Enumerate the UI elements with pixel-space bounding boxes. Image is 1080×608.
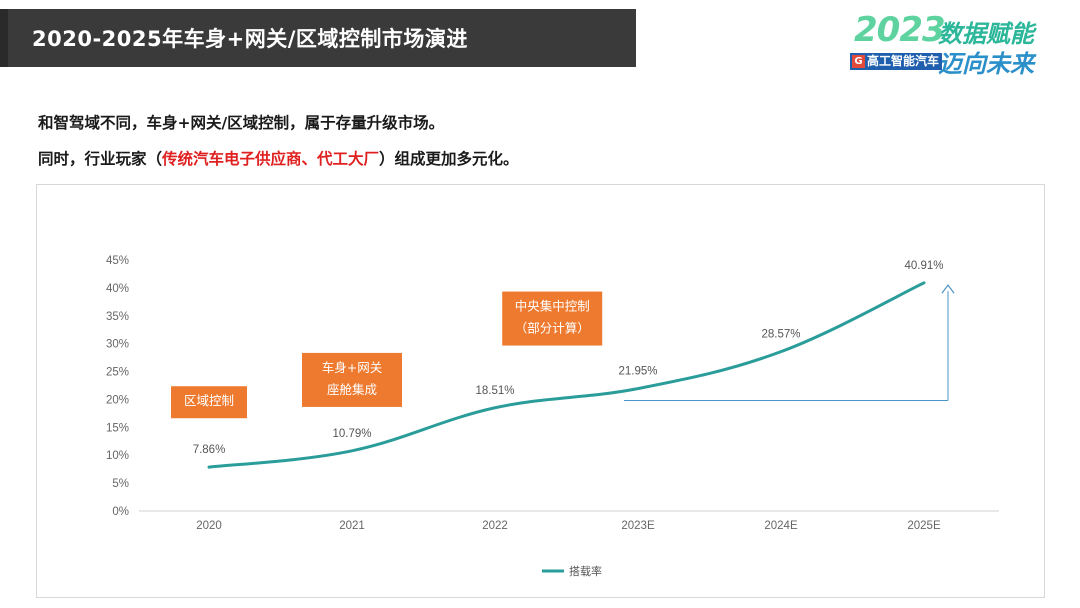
annotation-text: （部分计算）: [515, 321, 590, 336]
y-tick-label: 5%: [112, 478, 129, 490]
y-tick-label: 10%: [106, 450, 129, 462]
intro-line-1: 和智驾域不同，车身+网关/区域控制，属于存量升级市场。: [38, 114, 445, 132]
brand-badge: G 高工智能汽车: [850, 53, 943, 70]
y-tick-label: 0%: [112, 506, 129, 518]
data-label: 28.57%: [761, 329, 800, 341]
title-bar: 2020-2025年车身+网关/区域控制市场演进: [0, 9, 636, 67]
y-tick-label: 15%: [106, 422, 129, 434]
x-tick-label: 2022: [482, 520, 508, 532]
x-tick-label: 2025E: [907, 520, 941, 532]
data-label: 40.91%: [904, 260, 943, 272]
y-tick-label: 20%: [106, 394, 129, 406]
y-tick-label: 25%: [106, 367, 129, 379]
intro-line-2-suffix: ）组成更加多元化。: [379, 150, 519, 168]
y-tick-label: 30%: [106, 339, 129, 351]
intro-text: 和智驾域不同，车身+网关/区域控制，属于存量升级市场。 同时，行业玩家（传统汽车…: [38, 105, 519, 177]
annotation-text: 座舱集成: [327, 382, 377, 397]
growth-arrow-head: [941, 284, 955, 294]
y-tick-label: 35%: [106, 311, 129, 323]
brand-badge-text: 高工智能汽车: [867, 54, 940, 68]
intro-line-2: 同时，行业玩家（传统汽车电子供应商、代工大厂）组成更加多元化。: [38, 141, 519, 177]
data-label: 21.95%: [618, 366, 657, 378]
x-tick-label: 2021: [339, 520, 365, 532]
brand-slogan-line1: 数据赋能: [938, 20, 1034, 48]
intro-line-2-prefix: 同时，行业玩家（: [38, 150, 163, 168]
annotation-text: 区域控制: [184, 393, 234, 408]
x-tick-label: 2020: [196, 520, 222, 532]
annotation-text: 中央集中控制: [515, 299, 590, 314]
data-label: 10.79%: [332, 428, 371, 440]
brand-year: 2023: [854, 10, 946, 50]
annotation-box: [171, 386, 247, 419]
brand-g-icon: G: [852, 55, 865, 68]
brand-logo: 2023 数据赋能 迈向未来 G 高工智能汽车: [848, 10, 1058, 78]
intro-line-2-highlight: 传统汽车电子供应商、代工大厂: [162, 150, 380, 168]
annotation-box: [302, 352, 402, 407]
series-line-搭载率: [207, 281, 926, 469]
line-chart: 0% 5% 10% 15% 20% 25% 30% 35% 40% 45% 2020 2021 2022…: [106, 255, 999, 578]
annotation-text: 车身+网关: [322, 360, 382, 375]
x-tick-label: 2023E: [621, 520, 655, 532]
y-tick-label: 40%: [106, 283, 129, 295]
annotation-box: [502, 291, 603, 346]
x-tick-label: 2024E: [764, 520, 798, 532]
y-tick-label: 45%: [106, 255, 129, 267]
page-title: 2020-2025年车身+网关/区域控制市场演进: [32, 27, 468, 51]
data-label: 18.51%: [475, 385, 514, 397]
legend-label: 搭载率: [569, 564, 602, 578]
data-label: 7.86%: [193, 444, 226, 456]
chart-frame: 0% 5% 10% 15% 20% 25% 30% 35% 40% 45% 2020 2021 2022…: [36, 184, 1045, 598]
brand-slogan-line2: 迈向未来: [938, 50, 1034, 78]
